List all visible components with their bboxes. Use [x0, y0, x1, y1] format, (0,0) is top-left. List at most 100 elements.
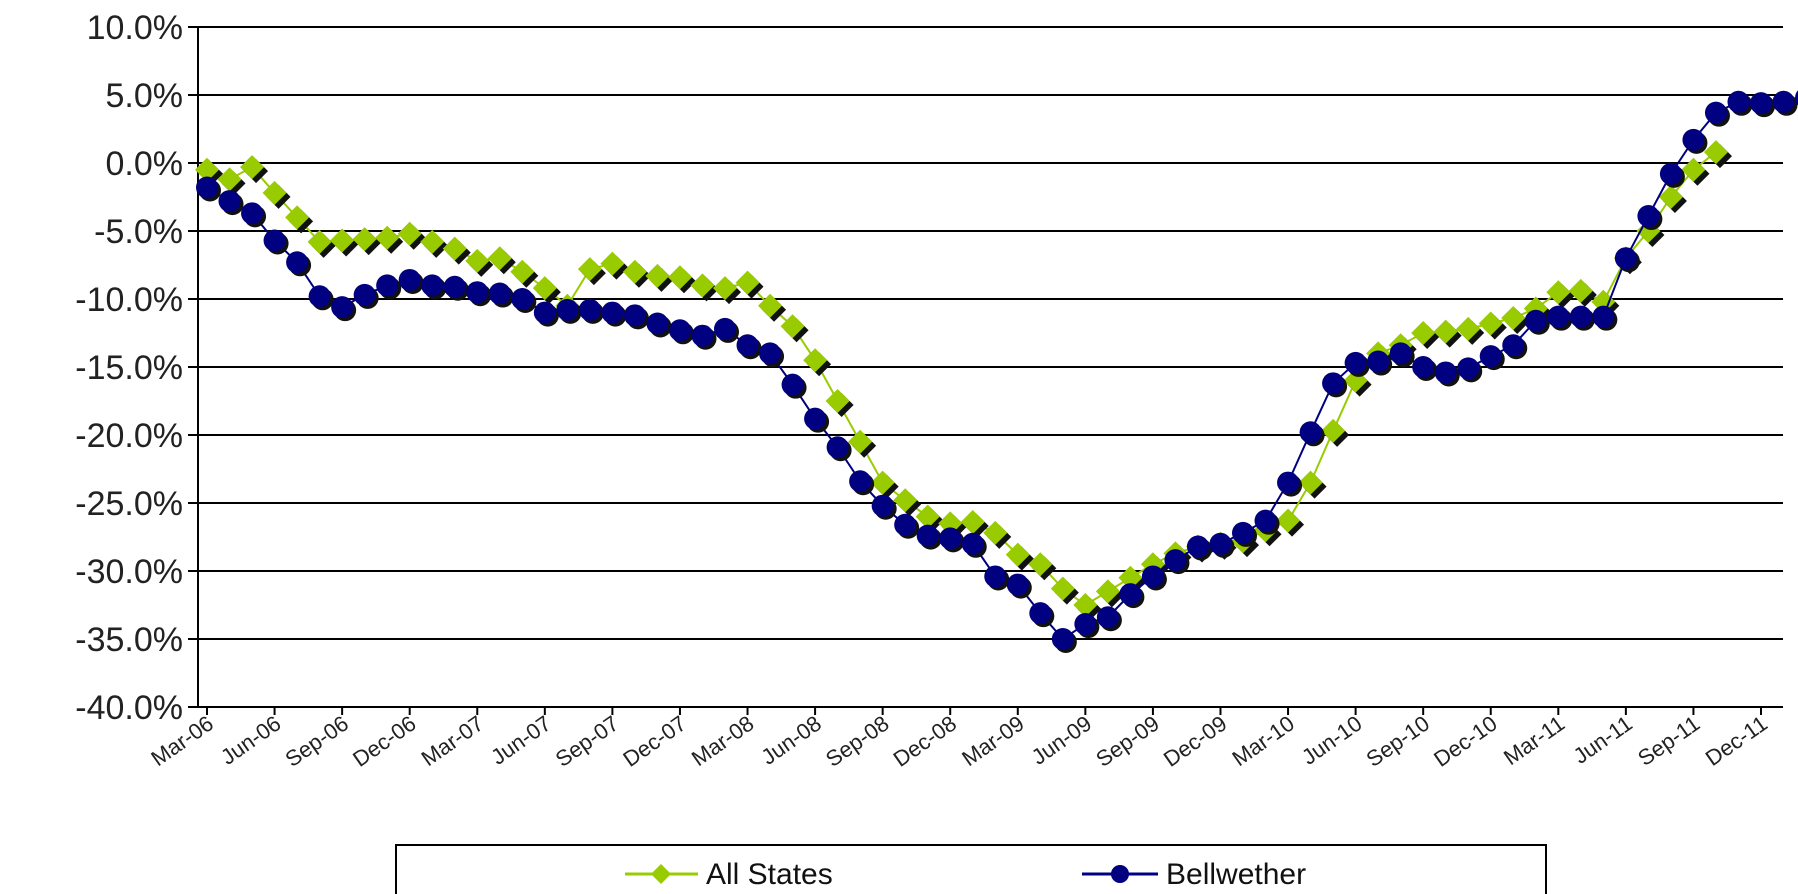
- data-point: [1367, 350, 1390, 373]
- data-point: [1277, 471, 1300, 494]
- data-point: [1682, 128, 1705, 151]
- y-tick-label: 5.0%: [106, 77, 184, 115]
- legend-label-all-states: All States: [706, 858, 833, 891]
- y-tick-label: 0.0%: [106, 145, 184, 183]
- data-point: [1659, 162, 1682, 185]
- data-point: [759, 342, 782, 365]
- data-point: [690, 273, 715, 298]
- y-tick-label: -15.0%: [75, 349, 183, 387]
- data-point: [307, 229, 332, 254]
- data-point: [556, 298, 579, 321]
- y-tick-label: -25.0%: [75, 485, 183, 523]
- data-point: [375, 225, 400, 250]
- data-point: [1073, 593, 1098, 617]
- x-tick-label: Sep-06: [281, 711, 353, 772]
- data-point: [1029, 602, 1052, 625]
- data-point: [465, 248, 490, 273]
- data-point: [646, 312, 669, 335]
- data-point: [1051, 628, 1074, 650]
- data-point: [1254, 509, 1277, 532]
- data-point: [196, 176, 218, 199]
- data-point: [240, 155, 265, 180]
- data-point: [1658, 185, 1683, 209]
- data-point: [893, 488, 918, 513]
- data-point: [1703, 140, 1728, 165]
- series-bellwether: [196, 90, 1798, 653]
- y-tick-label: -40.0%: [75, 689, 183, 727]
- data-point: [1389, 342, 1412, 365]
- data-point: [262, 180, 287, 205]
- legend-marker-all-states: [651, 864, 671, 884]
- data-point: [961, 532, 984, 555]
- data-point: [1568, 278, 1593, 303]
- data-point: [894, 513, 917, 536]
- data-point: [1614, 247, 1637, 270]
- data-point: [1344, 351, 1367, 374]
- x-tick-label: Jun-10: [1297, 711, 1366, 770]
- data-point: [1322, 372, 1345, 395]
- data-point: [1681, 157, 1706, 182]
- data-point: [1321, 418, 1346, 443]
- data-point: [330, 228, 355, 253]
- data-point: [308, 285, 331, 308]
- x-tick-label: Mar-07: [417, 711, 488, 771]
- data-point: [622, 259, 647, 284]
- data-point: [849, 470, 872, 493]
- data-point: [1546, 280, 1571, 305]
- data-point: [1772, 90, 1795, 113]
- data-point: [352, 227, 377, 252]
- y-tick-labels: 10.0% 5.0% 0.0% -5.0% -10.0% -15.0% -20.0% -25.…: [75, 9, 183, 727]
- x-tick-label: Mar-10: [1227, 711, 1298, 771]
- data-point: [1795, 90, 1798, 106]
- y-tick-label: -10.0%: [75, 281, 183, 319]
- data-point: [1434, 361, 1457, 384]
- x-tick-label: Sep-07: [551, 711, 623, 772]
- data-point: [601, 301, 624, 324]
- data-point: [1005, 542, 1030, 567]
- data-point: [1569, 305, 1592, 328]
- legend-entry-all-states: All States: [625, 858, 833, 891]
- data-point: [1479, 345, 1502, 368]
- x-tick-label: Sep-10: [1362, 711, 1434, 772]
- data-point: [331, 296, 354, 319]
- data-point: [1232, 521, 1254, 544]
- x-tick-label: Dec-11: [1701, 711, 1772, 771]
- x-tick-labels: Mar-06Jun-06Sep-06Dec-06Mar-07Jun-07Sep-…: [146, 711, 1771, 772]
- x-tick-label: Jun-08: [757, 711, 826, 770]
- data-point: [466, 281, 489, 304]
- data-point: [488, 282, 511, 305]
- data-point: [218, 190, 241, 213]
- data-point: [600, 251, 625, 276]
- data-point: [781, 373, 804, 396]
- data-point: [1727, 90, 1750, 113]
- x-tick-label: Dec-08: [889, 711, 961, 772]
- x-tick-label: Sep-08: [821, 711, 893, 772]
- x-tick-label: Dec-06: [348, 711, 420, 772]
- data-point: [1412, 356, 1435, 378]
- data-point: [713, 276, 737, 301]
- data-point: [1118, 565, 1143, 590]
- legend: All States Bellwether: [395, 844, 1547, 894]
- data-point: [1502, 334, 1525, 357]
- x-tick-label: Jun-06: [216, 711, 285, 770]
- data-point: [1433, 319, 1458, 344]
- data-point: [1050, 576, 1075, 601]
- x-tick-label: Mar-08: [687, 711, 758, 771]
- data-point: [1592, 305, 1615, 328]
- data-point: [1547, 305, 1570, 328]
- data-point: [916, 524, 939, 547]
- data-point: [442, 236, 467, 261]
- data-point: [736, 334, 759, 357]
- data-point: [870, 470, 895, 495]
- data-point: [286, 251, 309, 274]
- data-point: [1164, 549, 1187, 572]
- data-point: [714, 317, 736, 340]
- data-point: [398, 268, 421, 291]
- x-tick-label: Mar-11: [1499, 711, 1569, 771]
- data-point: [1411, 321, 1436, 345]
- data-point: [1095, 579, 1120, 604]
- series-line-bellwether: [206, 98, 1798, 641]
- data-point: [532, 276, 557, 301]
- data-point: [533, 301, 556, 324]
